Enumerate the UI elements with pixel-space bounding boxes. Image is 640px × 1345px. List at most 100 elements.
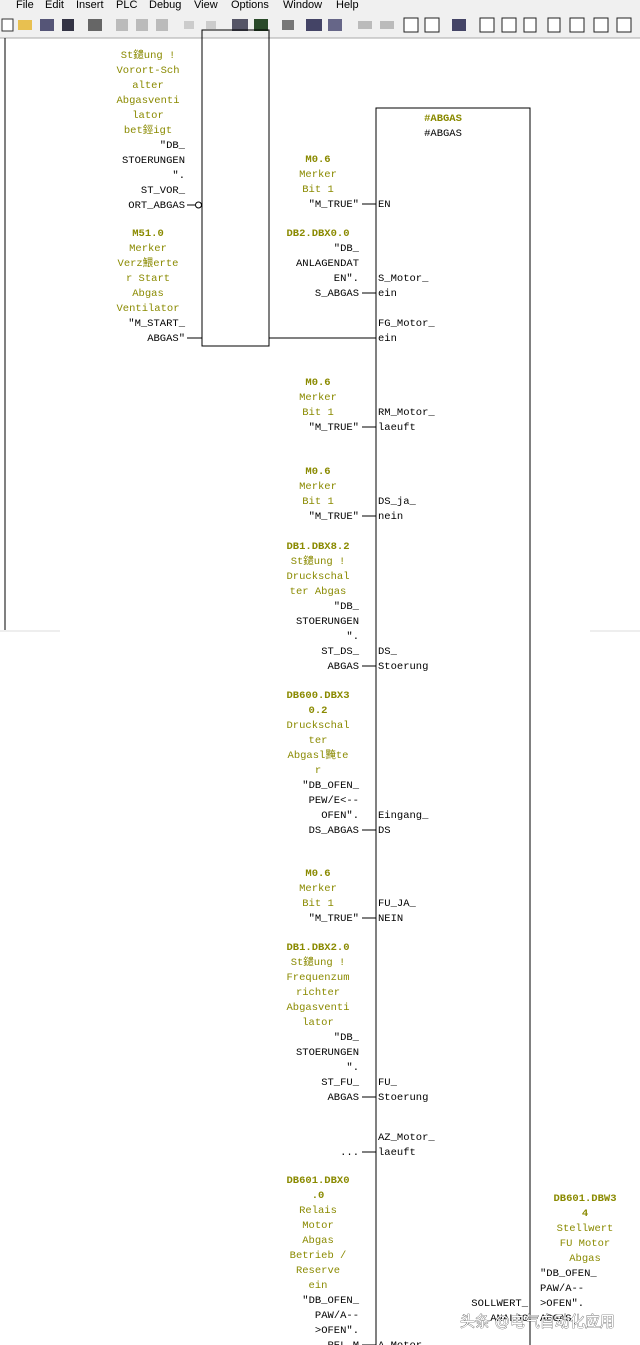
- operand-comment: St鑓ung !: [291, 554, 346, 568]
- operand-address: DB2.DBX0.0: [286, 228, 349, 240]
- operand-symbol: PAW/A--: [540, 1283, 584, 1295]
- operand-symbol: DS_ABGAS: [309, 825, 359, 837]
- operand-symbol: REL_M: [327, 1340, 359, 1345]
- pin-name: FU_JA_: [378, 898, 417, 910]
- operand-comment: Abgas: [132, 288, 164, 300]
- operand-comment: Abgasl黤te: [288, 748, 349, 762]
- operand-symbol: "DB_: [334, 601, 360, 613]
- operand-comment: r: [315, 765, 321, 777]
- pin-name: Stoerung: [378, 661, 428, 673]
- operand-symbol: S_ABGAS: [315, 288, 359, 300]
- icon-or[interactable]: [501, 17, 517, 33]
- operand-symbol: ST_VOR_: [141, 185, 186, 197]
- operand-comment: Ventilator: [116, 303, 179, 315]
- operand-symbol: STOERUNGEN: [122, 155, 185, 167]
- operand-symbol: "M_START_: [128, 318, 185, 330]
- icon-branch[interactable]: [593, 17, 609, 33]
- operand-comment: Merker: [299, 169, 337, 181]
- icon-open[interactable]: [18, 20, 32, 30]
- icon-station[interactable]: [306, 19, 322, 31]
- operand-comment: r Start: [126, 273, 170, 285]
- operand-symbol: ABGAS: [540, 1313, 572, 1325]
- pin-name: NEIN: [378, 913, 403, 925]
- operand-symbol: "DB_OFEN_: [540, 1268, 597, 1280]
- operand-comment: Abgas: [302, 1235, 334, 1247]
- operand-symbol: "DB_OFEN_: [302, 1295, 359, 1307]
- icon-fbd[interactable]: [452, 19, 466, 31]
- operand-symbol: ABGAS": [147, 333, 185, 345]
- operand-comment: Druckschal: [286, 571, 349, 583]
- pin-name: DS_: [378, 646, 398, 658]
- operand-comment: Bit 1: [302, 407, 334, 419]
- icon-monitor[interactable]: [282, 20, 294, 30]
- icon-overview[interactable]: [403, 17, 419, 33]
- pin-name: ein: [378, 288, 397, 300]
- operand-symbol: PEW/E<--: [309, 795, 359, 807]
- menu-item[interactable]: File: [16, 0, 34, 11]
- left-block: [201, 29, 270, 347]
- menu-item[interactable]: Options: [231, 0, 269, 11]
- icon-cut[interactable]: [116, 19, 128, 31]
- operand-symbol: PAW/A--: [315, 1310, 359, 1322]
- operand-symbol: ABGAS: [327, 1092, 359, 1104]
- menu-item[interactable]: View: [194, 0, 218, 11]
- menu-bar: File Edit Insert PLC Debug View Options Window H…: [0, 0, 640, 13]
- icon-assign[interactable]: [523, 17, 537, 33]
- icon-box[interactable]: [547, 17, 561, 33]
- operand-address: 0.2: [309, 705, 328, 717]
- icon-connect[interactable]: [616, 17, 632, 33]
- icon-details[interactable]: [424, 17, 440, 33]
- icon-undo[interactable]: [184, 21, 194, 29]
- operand-symbol: ANLAGENDAT: [296, 258, 359, 270]
- fb-block: [375, 107, 531, 1345]
- operand-symbol: "M_TRUE": [309, 511, 359, 523]
- pin-name: FU_: [378, 1077, 398, 1089]
- operand-symbol: >OFEN".: [315, 1325, 359, 1337]
- icon-new[interactable]: [1, 18, 14, 32]
- icon-access[interactable]: [40, 19, 54, 31]
- operand-symbol: ...: [340, 1147, 359, 1159]
- icon-copy[interactable]: [136, 19, 148, 31]
- icon-next[interactable]: [380, 21, 394, 29]
- icon-upload[interactable]: [254, 19, 268, 31]
- icon-redo[interactable]: [206, 21, 216, 29]
- operand-comment: Motor: [302, 1220, 334, 1232]
- operand-comment: Druckschal: [286, 720, 349, 732]
- icon-network[interactable]: [328, 19, 342, 31]
- icon-download[interactable]: [232, 19, 248, 31]
- pin-name: EN: [378, 199, 391, 211]
- operand-comment: Reserve: [296, 1265, 340, 1277]
- pin-name: DS_ja_: [378, 496, 417, 508]
- menu-item[interactable]: Edit: [45, 0, 64, 11]
- icon-empty-box[interactable]: [569, 17, 585, 33]
- pin-name: SOLLWERT_: [471, 1298, 528, 1310]
- operand-symbol: ST_FU_: [321, 1077, 360, 1089]
- toolbar: [0, 13, 640, 39]
- icon-paste[interactable]: [156, 19, 168, 31]
- pin-name: Eingang_: [378, 810, 429, 822]
- menu-item[interactable]: Help: [336, 0, 359, 11]
- icon-prev[interactable]: [358, 21, 372, 29]
- operand-symbol: "DB_: [334, 1032, 360, 1044]
- operand-comment: St鑓ung !: [291, 955, 346, 969]
- toolbar-icons[interactable]: [1, 17, 632, 33]
- icon-and[interactable]: [479, 17, 495, 33]
- operand-comment: Relais: [299, 1205, 337, 1217]
- operand-address: DB601.DBW3: [553, 1193, 616, 1205]
- pin-name: laeuft: [378, 422, 416, 434]
- operand-address: M0.6: [305, 868, 330, 880]
- operand-symbol: "M_TRUE": [309, 913, 359, 925]
- operand-comment: bet鋞igt: [124, 123, 172, 137]
- menu-item[interactable]: Window: [283, 0, 322, 11]
- operand-symbol: STOERUNGEN: [296, 1047, 359, 1059]
- menu-item[interactable]: Debug: [149, 0, 181, 11]
- icon-print[interactable]: [88, 19, 102, 31]
- menu-item[interactable]: PLC: [116, 0, 137, 11]
- operand-comment: Merker: [299, 883, 337, 895]
- operand-address: M0.6: [305, 154, 330, 166]
- icon-save[interactable]: [62, 19, 74, 31]
- block-title: #ABGAS: [424, 128, 462, 140]
- menu-item[interactable]: Insert: [76, 0, 104, 11]
